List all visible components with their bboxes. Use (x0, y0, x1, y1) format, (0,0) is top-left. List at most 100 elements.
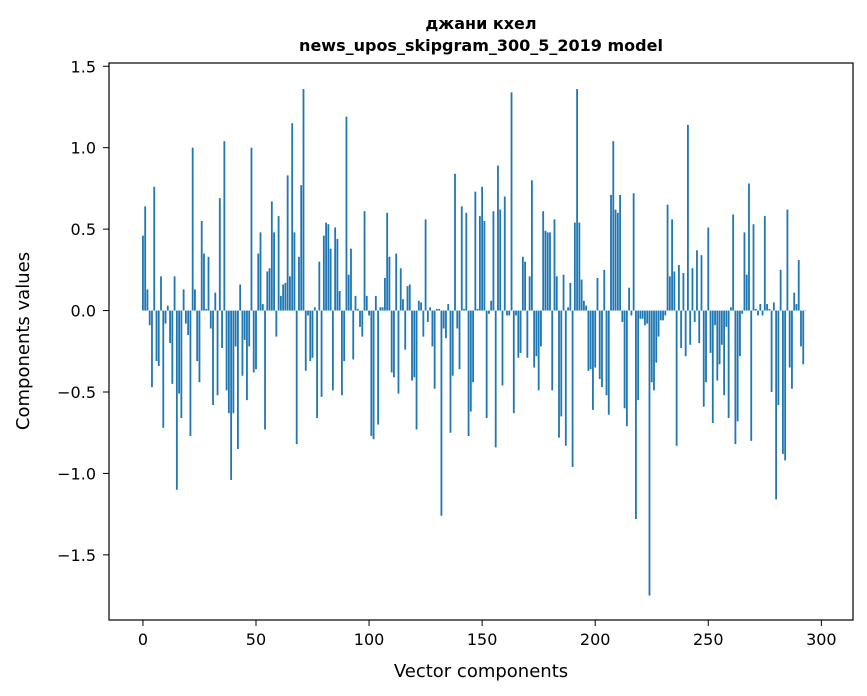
bar (616, 212, 619, 311)
bar (521, 256, 524, 311)
bar (433, 310, 436, 389)
bar (519, 310, 522, 353)
bars-group (142, 89, 807, 596)
bar (784, 310, 787, 461)
bar (264, 310, 266, 430)
bar (499, 209, 502, 311)
bar (705, 310, 707, 383)
bar (768, 308, 771, 311)
bar (255, 310, 257, 370)
bar (585, 305, 588, 311)
bar (162, 310, 165, 428)
bar (680, 310, 683, 349)
bar (512, 310, 515, 414)
chart-title-line1: джани кхел (425, 14, 536, 33)
bar (696, 250, 698, 311)
bar (508, 310, 511, 316)
bar (153, 186, 156, 311)
bar (449, 310, 452, 433)
bar (293, 232, 296, 311)
bar (763, 216, 766, 311)
bar (286, 175, 289, 311)
bar (275, 310, 278, 337)
bar (727, 310, 730, 419)
bar (657, 310, 660, 337)
bar (707, 227, 710, 311)
bar (257, 253, 260, 311)
bar (390, 310, 393, 373)
bar (551, 310, 554, 391)
bar (223, 141, 226, 311)
bar (702, 310, 705, 407)
bar (501, 310, 504, 386)
bar (668, 276, 671, 311)
bar (781, 310, 784, 454)
bar (463, 308, 465, 311)
bar (393, 310, 395, 378)
bar (542, 211, 545, 311)
bar (653, 310, 655, 391)
bar (506, 310, 508, 316)
bar (377, 310, 380, 425)
bar (458, 310, 461, 370)
bar (750, 310, 753, 441)
bar (456, 310, 459, 329)
bar (630, 310, 633, 316)
bar (442, 310, 445, 329)
bar (160, 276, 162, 311)
y-ticks-group: −1.5 −1.0 −0.5 0.0 0.5 1.0 1.5 (57, 57, 109, 565)
bar (752, 224, 755, 311)
bar (725, 310, 728, 327)
x-tick-label: 100 (354, 630, 385, 649)
bar (573, 222, 576, 311)
bar (454, 173, 456, 311)
bar (241, 310, 244, 376)
bar (259, 232, 262, 311)
bar (698, 310, 701, 344)
bar (603, 269, 606, 311)
bar (426, 310, 429, 322)
bar (341, 310, 343, 396)
bar (709, 310, 712, 353)
bar (469, 310, 472, 412)
bar (266, 271, 269, 311)
bar (205, 308, 208, 311)
plot-frame (108, 62, 854, 621)
y-tick-label: 1.0 (71, 139, 96, 158)
bar (289, 276, 291, 311)
bar (429, 307, 432, 311)
bar (155, 310, 158, 362)
bar (365, 295, 368, 311)
bar (438, 308, 441, 311)
bar (607, 310, 610, 415)
bar (515, 310, 517, 316)
bar (641, 310, 644, 319)
bar (370, 310, 373, 436)
bar (797, 260, 800, 311)
bar (216, 310, 219, 396)
bar (739, 310, 741, 357)
bar (736, 310, 739, 422)
bar (628, 287, 631, 311)
bar (148, 310, 151, 326)
bar (225, 310, 228, 391)
bar (562, 274, 565, 311)
bar (311, 310, 314, 358)
bar (711, 310, 714, 423)
bar (720, 310, 723, 345)
bar (485, 310, 488, 419)
x-tick-label: 0 (138, 630, 148, 649)
bar (164, 310, 167, 324)
bar (347, 274, 350, 311)
bar (359, 310, 361, 327)
bar (793, 292, 796, 311)
bar (594, 310, 597, 368)
bar (788, 310, 791, 368)
bar (558, 310, 560, 438)
bar (350, 248, 352, 311)
bar (580, 279, 583, 311)
bar (772, 302, 775, 311)
bar (180, 310, 183, 419)
bar (300, 185, 303, 311)
bar (664, 310, 667, 316)
